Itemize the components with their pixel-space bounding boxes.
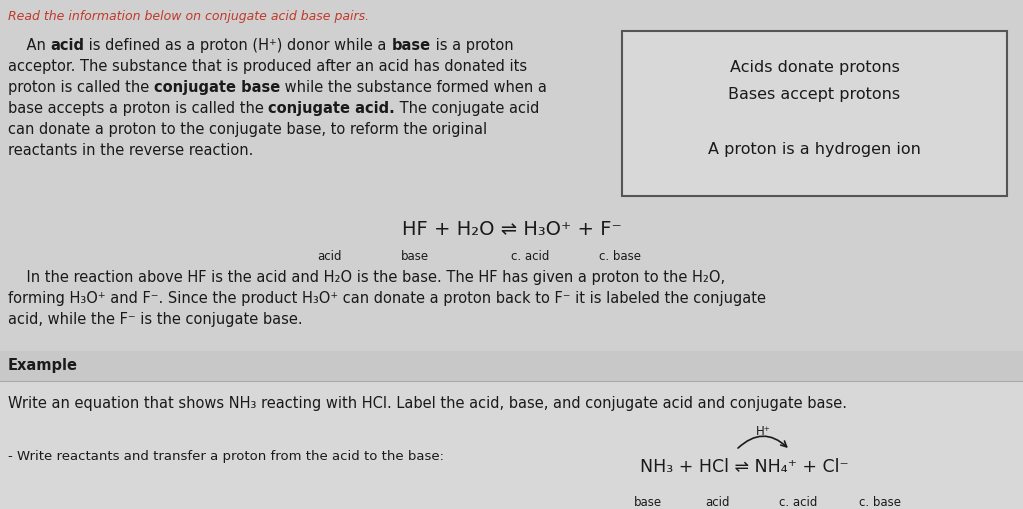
Text: c. base: c. base xyxy=(599,249,641,263)
Text: base: base xyxy=(634,495,662,508)
Text: An: An xyxy=(8,38,50,53)
Text: In the reaction above HF is the acid and H₂O is the base. The HF has given a pro: In the reaction above HF is the acid and… xyxy=(8,269,725,285)
Text: can donate a proton to the conjugate base, to reform the original: can donate a proton to the conjugate bas… xyxy=(8,122,487,137)
Text: conjugate acid.: conjugate acid. xyxy=(268,101,395,116)
Text: acid, while the F⁻ is the conjugate base.: acid, while the F⁻ is the conjugate base… xyxy=(8,312,303,326)
Text: c. acid: c. acid xyxy=(510,249,549,263)
Text: HF + H₂O ⇌ H₃O⁺ + F⁻: HF + H₂O ⇌ H₃O⁺ + F⁻ xyxy=(402,219,621,239)
Text: base: base xyxy=(392,38,431,53)
Text: Bases accept protons: Bases accept protons xyxy=(728,87,900,102)
Bar xyxy=(622,32,1007,196)
Text: acceptor. The substance that is produced after an acid has donated its: acceptor. The substance that is produced… xyxy=(8,59,527,74)
Text: Example: Example xyxy=(8,357,78,372)
Text: base: base xyxy=(401,249,429,263)
Text: c. base: c. base xyxy=(859,495,901,508)
Text: is defined as a proton (H⁺) donor while a: is defined as a proton (H⁺) donor while … xyxy=(85,38,392,53)
Text: c. acid: c. acid xyxy=(779,495,817,508)
Text: Acids donate protons: Acids donate protons xyxy=(729,60,899,75)
Text: acid: acid xyxy=(50,38,85,53)
Text: acid: acid xyxy=(706,495,730,508)
Text: The conjugate acid: The conjugate acid xyxy=(395,101,539,116)
Bar xyxy=(0,381,1023,509)
Text: NH₃ + HCl ⇌ NH₄⁺ + Cl⁻: NH₃ + HCl ⇌ NH₄⁺ + Cl⁻ xyxy=(640,457,849,475)
Text: proton is called the: proton is called the xyxy=(8,80,153,95)
Text: reactants in the reverse reaction.: reactants in the reverse reaction. xyxy=(8,143,254,158)
Text: Write an equation that shows NH₃ reacting with HCl. Label the acid, base, and co: Write an equation that shows NH₃ reactin… xyxy=(8,395,847,410)
Text: forming H₃O⁺ and F⁻. Since the product H₃O⁺ can donate a proton back to F⁻ it is: forming H₃O⁺ and F⁻. Since the product H… xyxy=(8,291,766,305)
Text: H⁺: H⁺ xyxy=(756,424,770,437)
Text: acid: acid xyxy=(318,249,343,263)
Text: Read the information below on conjugate acid base pairs.: Read the information below on conjugate … xyxy=(8,10,369,23)
Bar xyxy=(0,351,1023,509)
Text: A proton is a hydrogen ion: A proton is a hydrogen ion xyxy=(708,142,921,157)
Text: conjugate base: conjugate base xyxy=(153,80,280,95)
Text: base accepts a proton is called the: base accepts a proton is called the xyxy=(8,101,268,116)
Text: - Write reactants and transfer a proton from the acid to the base:: - Write reactants and transfer a proton … xyxy=(8,449,444,462)
Text: while the substance formed when a: while the substance formed when a xyxy=(280,80,547,95)
Text: is a proton: is a proton xyxy=(431,38,514,53)
